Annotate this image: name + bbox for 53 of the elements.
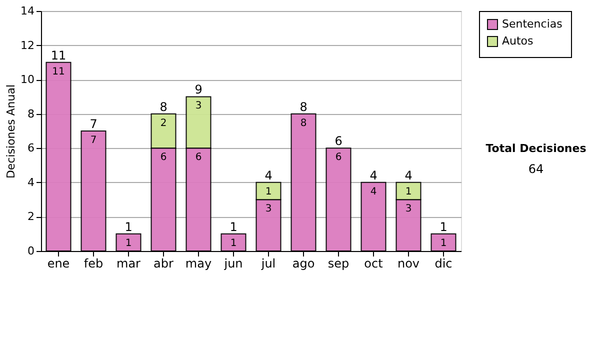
x-tick-label: may [185, 256, 212, 270]
total-label: 8 [300, 100, 308, 114]
data-label: 11 [52, 66, 65, 78]
data-label: 1 [125, 238, 132, 249]
total-label: 8 [160, 100, 168, 114]
data-label: 2 [160, 118, 167, 129]
y-axis-title: Decisiones Anual [4, 84, 18, 179]
x-tick-label: oct [364, 256, 384, 270]
y-tick-label: 12 [20, 38, 34, 52]
x-tick-label: dic [434, 256, 452, 270]
x-tick-label: abr [154, 256, 174, 270]
y-tick-label: 8 [28, 107, 34, 120]
legend-label: Sentencias [502, 18, 563, 30]
data-label: 8 [300, 118, 307, 129]
x-tick-label: mar [116, 256, 141, 270]
x-tick-label: ene [47, 256, 70, 270]
data-label: 7 [90, 135, 97, 146]
data-label: 1 [230, 238, 237, 249]
data-label: 1 [265, 186, 272, 198]
x-tick-label: jul [260, 256, 276, 270]
text: Total Decisiones [486, 142, 587, 155]
total-label: 4 [264, 168, 272, 182]
total-label: 4 [404, 168, 412, 182]
x-tick-label: jun [223, 256, 243, 270]
data-label: 3 [405, 204, 412, 215]
y-tick-label: 10 [20, 73, 34, 86]
x-tick-label: feb [84, 256, 104, 270]
data-label: 3 [195, 100, 202, 112]
y-tick-label: 6 [28, 142, 34, 155]
total-label: 1 [440, 220, 448, 234]
legend-label: Autos [502, 34, 534, 48]
data-label: 6 [335, 152, 342, 164]
total-label: 11 [50, 48, 66, 62]
total-label: 6 [334, 134, 342, 148]
x-tick-label: ago [292, 256, 315, 270]
data-label: 1 [405, 186, 412, 198]
y-tick-label: 0 [28, 244, 34, 258]
x-tick-label: sep [328, 256, 350, 270]
total-label: 1 [124, 220, 132, 234]
total-label: 1 [230, 220, 238, 234]
data-label: 3 [265, 204, 272, 215]
total-label: 7 [90, 117, 98, 131]
y-tick-label: 2 [28, 210, 34, 224]
data-label: 4 [370, 186, 377, 198]
y-tick-label: 4 [28, 176, 34, 189]
x-tick-label: nov [397, 256, 420, 270]
total-label: 4 [370, 168, 378, 182]
text: 64 [528, 162, 544, 176]
data-label: 6 [195, 152, 202, 164]
data-label: 1 [440, 238, 447, 249]
data-label: 6 [160, 152, 167, 164]
y-tick-label: 14 [20, 4, 34, 18]
total-label: 9 [194, 82, 202, 97]
